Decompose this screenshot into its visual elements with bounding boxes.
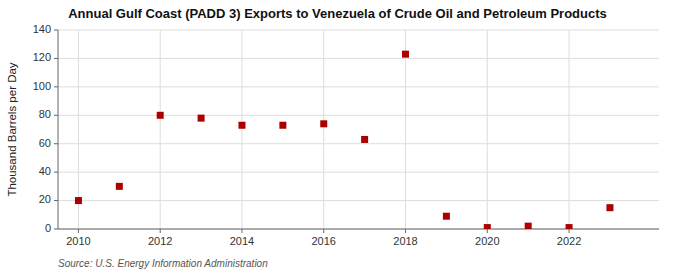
point <box>484 224 491 229</box>
x-tick-label: 2022 <box>557 235 581 247</box>
y-tick <box>54 30 58 31</box>
point <box>238 122 245 129</box>
x-tick <box>241 229 242 233</box>
x-grid-line <box>323 30 324 229</box>
point <box>320 120 327 127</box>
y-tick <box>54 200 58 201</box>
axes: 0 20 40 60 80 100 120 140 2010 2012 2014 2016 2018 20… <box>33 23 659 247</box>
x-tick <box>323 229 324 233</box>
y-tick-label: 40 <box>39 165 51 177</box>
point <box>198 115 205 122</box>
y-axis-line <box>58 30 59 229</box>
x-grid-line <box>241 30 242 229</box>
x-grid-line <box>569 30 570 229</box>
points <box>75 51 613 229</box>
x-tick <box>569 229 570 233</box>
y-tick <box>54 58 58 59</box>
x-tick-label: 2016 <box>312 235 336 247</box>
point <box>361 136 368 143</box>
y-axis-label: Thousand Barrels per Day <box>6 62 18 196</box>
x-tick <box>405 229 406 233</box>
title: Annual Gulf Coast (PADD 3) Exports to Ve… <box>68 6 607 21</box>
chart: 0 20 40 60 80 100 120 140 2010 2012 2014 2016 2018 20… <box>0 0 675 275</box>
y-tick-label: 140 <box>33 23 51 35</box>
x-tick <box>160 229 161 233</box>
point <box>525 223 532 229</box>
point <box>606 204 613 211</box>
point <box>157 112 164 119</box>
y-tick <box>54 172 58 173</box>
x-grid-line <box>160 30 161 229</box>
y-tick-label: 100 <box>33 80 51 92</box>
x-tick-label: 2014 <box>230 235 254 247</box>
y-tick-label: 120 <box>33 51 51 63</box>
point <box>75 197 82 204</box>
point <box>566 224 573 229</box>
y-tick-label: 20 <box>39 193 51 205</box>
point <box>443 213 450 220</box>
y-tick <box>54 115 58 116</box>
x-tick-label: 2020 <box>475 235 499 247</box>
point <box>279 122 286 129</box>
x-grid-line <box>487 30 488 229</box>
x-tick-label: 2012 <box>148 235 172 247</box>
y-tick-label: 60 <box>39 137 51 149</box>
chart-container: 0 20 40 60 80 100 120 140 2010 2012 2014 2016 2018 20… <box>0 0 675 275</box>
x-tick <box>78 229 79 233</box>
x-grid-line <box>405 30 406 229</box>
x-tick-label: 2010 <box>66 235 90 247</box>
y-tick-label: 0 <box>45 222 51 234</box>
y-tick <box>54 86 58 87</box>
point <box>402 51 409 58</box>
y-tick-label: 80 <box>39 108 51 120</box>
point <box>116 183 123 190</box>
x-tick <box>487 229 488 233</box>
source-note: Source: U.S. Energy Information Administ… <box>58 258 268 269</box>
y-tick <box>54 143 58 144</box>
y-tick <box>54 229 58 230</box>
grid <box>58 30 659 229</box>
x-tick-label: 2018 <box>393 235 417 247</box>
